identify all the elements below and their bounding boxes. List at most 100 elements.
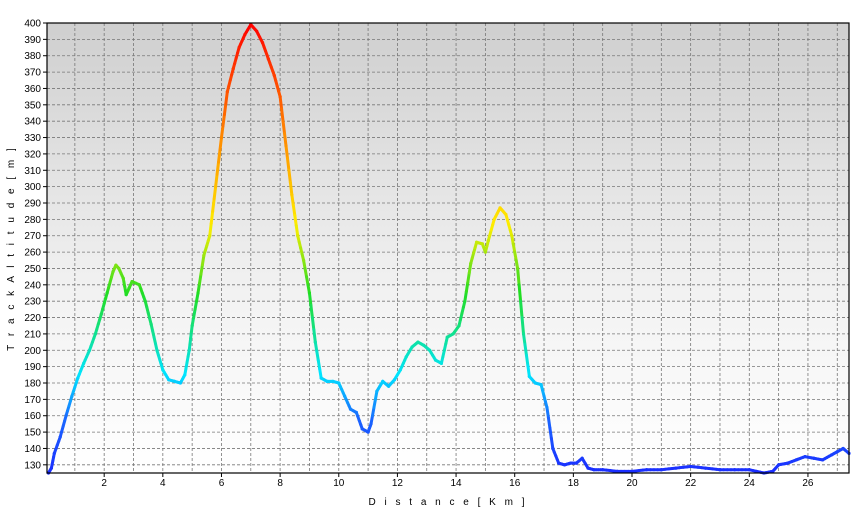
data-point [202,253,206,257]
data-point [296,234,300,238]
series-segment [212,185,218,201]
series-segment [218,136,223,152]
series-segment [524,353,530,368]
data-point [533,381,537,385]
data-point [196,291,200,295]
y-tick-label: 380 [24,51,41,62]
data-point [498,206,502,210]
series-segment [315,349,320,362]
data-point [49,466,53,470]
data-point [689,464,693,469]
data-point [337,381,341,385]
series-segment [281,119,287,135]
data-point [586,466,590,470]
data-point [111,270,115,274]
data-point [510,234,514,238]
data-point [463,299,467,303]
series-segment [280,107,285,123]
series-segment [199,263,204,276]
series-segment [284,144,289,160]
data-point [313,340,317,344]
data-point [457,324,461,328]
data-point [718,468,722,472]
data-point [659,468,663,472]
series-segment [516,266,521,287]
y-tick-label: 300 [24,182,41,193]
data-point [439,361,444,365]
data-point [114,263,118,267]
data-point [187,348,191,352]
series-segment [283,131,288,148]
data-point [366,430,370,434]
data-point [557,461,561,465]
data-point [469,261,473,266]
data-point [93,332,97,336]
data-point [771,469,775,473]
data-point [183,373,187,377]
data-point [325,379,329,383]
data-point [87,348,92,352]
data-point [375,389,379,393]
data-point [225,90,229,94]
series-segment [291,203,297,217]
data-point [381,379,385,383]
data-point [404,355,408,359]
series-segment [549,436,555,450]
data-point [124,293,128,297]
data-point [785,461,790,465]
data-point [527,374,531,379]
x-axis-title: D i s t a n c e [ K m ] [368,497,527,508]
y-tick-label: 270 [24,231,41,242]
data-point [121,276,125,280]
data-point [568,461,573,465]
data-point [812,456,816,460]
series-segment [316,358,322,371]
series-segment [464,280,470,294]
plot-background [47,23,849,473]
x-tick-label: 10 [333,478,345,489]
data-point [301,258,306,262]
series-segment [312,328,317,344]
data-point [551,446,555,451]
series-segment [285,156,291,172]
data-point [369,422,373,426]
data-point [392,378,397,382]
x-tick-label: 20 [626,478,638,489]
data-point [410,345,414,349]
y-tick-label: 220 [24,313,41,324]
series-segment [290,193,295,207]
data-point [574,461,578,465]
y-tick-label: 260 [24,248,41,259]
data-point [219,135,224,140]
x-tick-label: 4 [160,478,166,489]
data-point [803,455,807,459]
y-tick-label: 320 [24,149,41,160]
data-point [474,240,479,244]
data-point [249,23,253,27]
x-tick-label: 2 [101,478,107,489]
data-point [703,466,707,470]
data-point [480,242,485,246]
data-point [155,348,159,352]
data-point [214,185,218,189]
data-point [307,291,312,295]
series-segment [215,160,221,176]
data-point [255,29,259,33]
data-point [428,348,432,352]
data-point [284,144,288,148]
data-point [190,324,194,328]
data-point [348,407,353,411]
data-point [486,239,490,243]
data-point [127,286,131,290]
data-point [516,266,520,271]
y-tick-label: 150 [24,428,41,439]
data-point [433,358,438,362]
data-point [539,383,543,387]
y-tick-label: 200 [24,346,41,357]
data-point [777,463,781,467]
y-tick-label: 160 [24,411,41,422]
series-segment [208,221,213,238]
data-point [243,32,247,37]
series-segment [520,316,526,336]
